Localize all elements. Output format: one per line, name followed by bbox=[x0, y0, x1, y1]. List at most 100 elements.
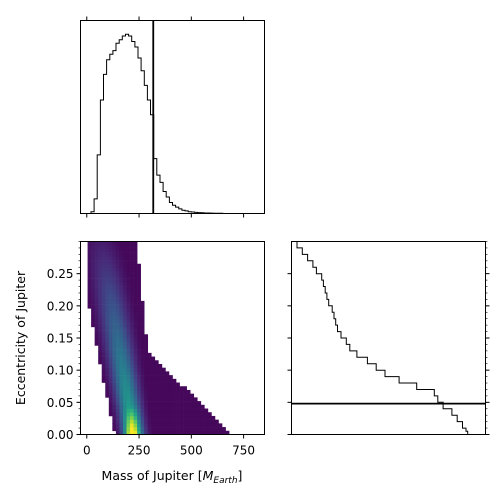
heatmap-cell bbox=[126, 415, 131, 420]
heatmap-cell bbox=[112, 315, 117, 320]
heatmap-cell bbox=[87, 293, 92, 298]
heatmap-cell bbox=[193, 404, 198, 409]
heatmap-cell bbox=[119, 289, 124, 294]
heatmap-cell bbox=[130, 289, 134, 294]
x-tick-label: 500 bbox=[180, 444, 203, 458]
heatmap-cell bbox=[130, 319, 134, 324]
heatmap-cell bbox=[147, 404, 152, 409]
heatmap-cell bbox=[168, 408, 173, 413]
heatmap-cell bbox=[144, 401, 149, 406]
heatmap-cell bbox=[151, 378, 156, 383]
y-tick-label: 0.10 bbox=[47, 364, 74, 378]
heatmap-cell bbox=[105, 267, 110, 272]
heatmap-cell bbox=[108, 260, 113, 265]
heatmap-cell bbox=[101, 289, 106, 294]
heatmap-cell bbox=[197, 408, 202, 413]
heatmap-cell bbox=[140, 360, 145, 365]
heatmap-cell bbox=[105, 360, 110, 365]
heatmap-cell bbox=[147, 408, 152, 413]
heatmap-cell bbox=[112, 401, 117, 406]
heatmap-cell bbox=[122, 312, 127, 317]
heatmap-cell bbox=[94, 330, 99, 335]
heatmap-cell bbox=[87, 260, 92, 265]
heatmap-cell bbox=[151, 356, 156, 361]
heatmap-cell bbox=[94, 267, 99, 272]
heatmap-cell bbox=[144, 341, 149, 346]
heatmap-cell bbox=[115, 341, 120, 346]
heatmap-cell bbox=[172, 408, 177, 413]
heatmap-cell bbox=[172, 393, 177, 398]
heatmap-cell bbox=[186, 419, 191, 424]
heatmap-cell bbox=[105, 345, 110, 350]
heatmap-cell bbox=[98, 278, 103, 283]
heatmap-cell bbox=[190, 415, 195, 420]
heatmap-cell bbox=[140, 330, 145, 335]
heatmap-cell bbox=[91, 323, 95, 328]
heatmap-cell bbox=[119, 345, 124, 350]
heatmap-cell bbox=[119, 341, 124, 346]
heatmap-cell bbox=[115, 282, 120, 287]
heatmap-cell bbox=[193, 397, 198, 402]
heatmap-cell bbox=[126, 278, 131, 283]
heatmap-cell bbox=[91, 263, 95, 268]
heatmap-cell bbox=[137, 345, 141, 350]
heatmap-cell bbox=[190, 404, 195, 409]
heatmap-cell bbox=[115, 338, 120, 343]
heatmap-cell bbox=[115, 423, 120, 428]
heatmap-cell bbox=[108, 297, 113, 302]
heatmap-cell bbox=[105, 352, 110, 357]
heatmap-cell bbox=[137, 401, 141, 406]
heatmap-cell bbox=[122, 334, 127, 339]
heatmap-cell bbox=[126, 341, 131, 346]
heatmap-cell bbox=[176, 386, 180, 391]
heatmap-cell bbox=[112, 393, 117, 398]
heatmap-cell bbox=[200, 423, 205, 428]
heatmap-cell bbox=[140, 334, 145, 339]
y-tick-label: 0.20 bbox=[47, 299, 74, 313]
heatmap-cell bbox=[137, 282, 141, 287]
heatmap-cell bbox=[130, 363, 134, 368]
heatmap-cell bbox=[176, 393, 180, 398]
heatmap-cell bbox=[94, 260, 99, 265]
heatmap-cell bbox=[179, 412, 184, 417]
heatmap-cell bbox=[147, 397, 152, 402]
heatmap-cell bbox=[94, 256, 99, 261]
heatmap-cell bbox=[144, 423, 149, 428]
heatmap-cell bbox=[126, 267, 131, 272]
heatmap-cell bbox=[112, 297, 117, 302]
heatmap-cell bbox=[161, 415, 166, 420]
heatmap-cell bbox=[183, 404, 187, 409]
heatmap-cell bbox=[112, 319, 117, 324]
heatmap-cell bbox=[183, 389, 187, 394]
heatmap-cell bbox=[133, 423, 138, 428]
heatmap-cell bbox=[151, 408, 156, 413]
heatmap-cell bbox=[147, 393, 152, 398]
heatmap-cell bbox=[105, 252, 110, 257]
heatmap-cell bbox=[158, 412, 163, 417]
heatmap-cell bbox=[126, 252, 131, 257]
heatmap-cell bbox=[144, 371, 149, 376]
heatmap-cell bbox=[172, 382, 177, 387]
heatmap-cell bbox=[115, 293, 120, 298]
heatmap-cell bbox=[115, 427, 120, 432]
heatmap-cell bbox=[119, 378, 124, 383]
heatmap-cell bbox=[137, 263, 141, 268]
heatmap-cell bbox=[200, 427, 205, 432]
heatmap-cell bbox=[122, 319, 127, 324]
heatmap-cell bbox=[122, 267, 127, 272]
heatmap-cell bbox=[119, 427, 124, 432]
heatmap-cell bbox=[108, 341, 113, 346]
heatmap-cell bbox=[98, 248, 103, 253]
heatmap-cell bbox=[122, 304, 127, 309]
heatmap-cell bbox=[137, 289, 141, 294]
heatmap-cell bbox=[115, 360, 120, 365]
heatmap-cell bbox=[190, 397, 195, 402]
heatmap-cell bbox=[119, 326, 124, 331]
heatmap-cell bbox=[122, 241, 127, 246]
heatmap-cell bbox=[133, 382, 138, 387]
heatmap-cell bbox=[130, 315, 134, 320]
heatmap-cell bbox=[154, 408, 159, 413]
heatmap-cell bbox=[183, 412, 187, 417]
heatmap-cell bbox=[126, 427, 131, 432]
heatmap-cell bbox=[165, 412, 170, 417]
